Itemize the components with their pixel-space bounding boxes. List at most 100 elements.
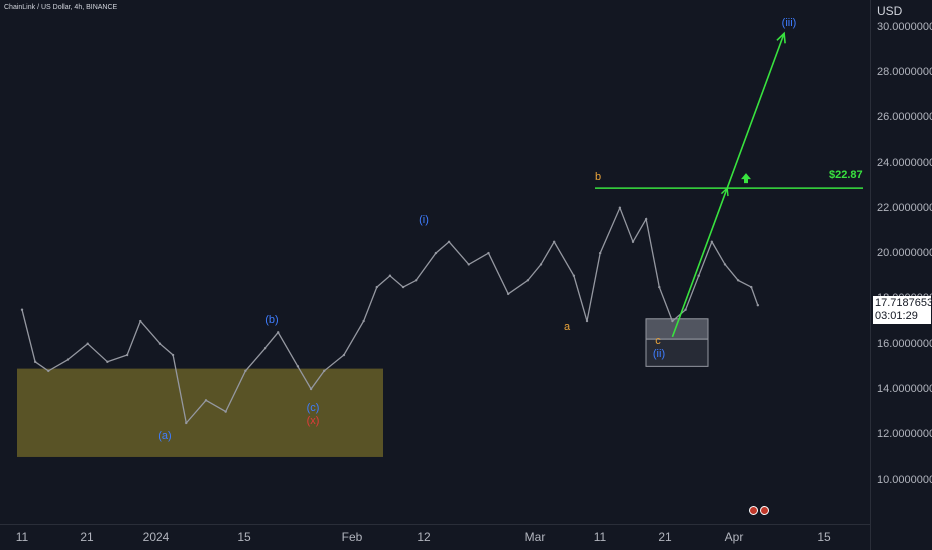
price-point	[684, 308, 687, 311]
price-point	[447, 240, 451, 243]
price-point	[125, 353, 129, 357]
price-point	[697, 274, 700, 277]
price-point	[644, 217, 648, 221]
price-point	[277, 331, 280, 334]
price-point	[224, 410, 227, 413]
price-tick-label: 10.0000000	[877, 473, 932, 486]
price-point	[139, 319, 142, 323]
price-point	[171, 353, 175, 357]
price-point	[526, 279, 530, 282]
wave-label-b-blue: (b)	[265, 314, 279, 326]
price-point	[585, 319, 589, 323]
price-point	[388, 274, 392, 277]
price-tick-label: 24.0000000	[877, 156, 932, 169]
projection-mid-arrowhead	[720, 186, 729, 197]
price-point	[362, 319, 365, 323]
last-price-badge: 17.7187653 03:01:29	[873, 296, 932, 324]
price-point	[296, 365, 300, 368]
price-point	[342, 353, 346, 357]
price-chart[interactable]	[0, 0, 870, 524]
event-flag-icon[interactable]	[760, 506, 769, 515]
price-tick-label: 22.0000000	[877, 201, 932, 214]
price-point	[598, 251, 602, 255]
time-tick-label: 11	[593, 530, 607, 544]
series-layer	[20, 206, 760, 425]
price-point	[572, 274, 576, 277]
price-point	[434, 251, 438, 255]
wave-label-c-blue: (c)	[306, 402, 320, 414]
price-point	[658, 285, 661, 289]
zone-rect	[17, 368, 383, 457]
price-series-line	[21, 206, 759, 425]
price-point	[66, 358, 70, 361]
target-price-label: $22.87	[829, 169, 863, 181]
up-arrow-icon	[741, 173, 751, 184]
price-point	[375, 285, 378, 289]
price-point	[631, 240, 635, 243]
price-point	[710, 240, 714, 243]
price-point	[618, 206, 622, 209]
wave-label-a-blue: (a)	[158, 430, 172, 442]
price-point	[467, 263, 470, 266]
price-point	[750, 285, 753, 289]
wave-label-i: (i)	[419, 214, 429, 226]
wave-label-iii: (iii)	[781, 17, 797, 29]
projection-arrow-line[interactable]	[671, 33, 785, 338]
wave-label-a-orange: a	[563, 321, 571, 333]
price-point	[539, 263, 543, 266]
price-tick-label: 14.0000000	[877, 383, 932, 395]
time-tick-label: 11	[15, 530, 29, 544]
price-tick-label: 16.0000000	[877, 337, 932, 350]
price-tick-label: 20.0000000	[877, 247, 932, 260]
price-point	[415, 279, 418, 282]
price-point	[86, 342, 89, 345]
time-tick-label: Mar	[524, 530, 546, 544]
time-tick-label: 21	[80, 530, 94, 544]
price-point	[756, 303, 760, 307]
price-point	[106, 360, 109, 364]
symbol-title: ChainLink / US Dollar, 4h, BINANCE	[4, 4, 118, 11]
price-point	[33, 360, 37, 364]
price-point	[401, 285, 405, 289]
price-point	[263, 347, 267, 350]
event-flag-icon[interactable]	[749, 506, 758, 515]
overlay-layer	[595, 31, 863, 338]
price-point	[323, 369, 326, 373]
zones-layer	[17, 318, 709, 457]
price-point	[671, 319, 674, 323]
price-point	[309, 387, 313, 391]
price-point	[736, 279, 740, 282]
time-axis[interactable]: 11 21 2024 15 Feb 12 Mar 11 21 Apr 15	[0, 524, 870, 550]
zone-rect	[645, 338, 709, 367]
price-point	[552, 240, 556, 243]
time-tick-label: Feb	[341, 530, 363, 544]
price-point	[47, 369, 50, 373]
time-tick-label: 15	[817, 530, 831, 544]
price-axis[interactable]: USD 30.0000000 28.0000000 26.0000000 24.000…	[870, 0, 932, 550]
price-point	[723, 263, 727, 266]
wave-label-ii: (ii)	[652, 348, 666, 360]
price-point	[20, 308, 24, 311]
wave-label-x-red: (x)	[306, 415, 320, 427]
bar-countdown: 03:01:29	[875, 310, 918, 322]
price-tick-label: 12.0000000	[877, 428, 932, 441]
price-point	[185, 421, 188, 425]
wave-label-c-orange: c	[655, 335, 661, 347]
time-tick-label: 12	[417, 530, 431, 544]
price-point	[204, 399, 208, 402]
price-point	[158, 342, 162, 345]
price-tick-label: 28.0000000	[877, 65, 932, 78]
price-point	[506, 292, 510, 296]
price-point	[487, 251, 490, 255]
projection-arrowhead	[776, 31, 786, 44]
time-tick-label: 21	[658, 530, 672, 544]
time-tick-label: Apr	[724, 530, 744, 544]
time-tick-label: 15	[237, 530, 251, 544]
price-tick-label: 26.0000000	[877, 111, 932, 124]
currency-label: USD	[877, 4, 903, 18]
wave-label-b-orange: b	[594, 171, 602, 183]
price-tick-label: 30.0000000	[877, 20, 932, 33]
time-tick-label: 2024	[142, 530, 170, 544]
price-point	[244, 369, 247, 373]
last-price-value: 17.7187653	[875, 297, 932, 309]
